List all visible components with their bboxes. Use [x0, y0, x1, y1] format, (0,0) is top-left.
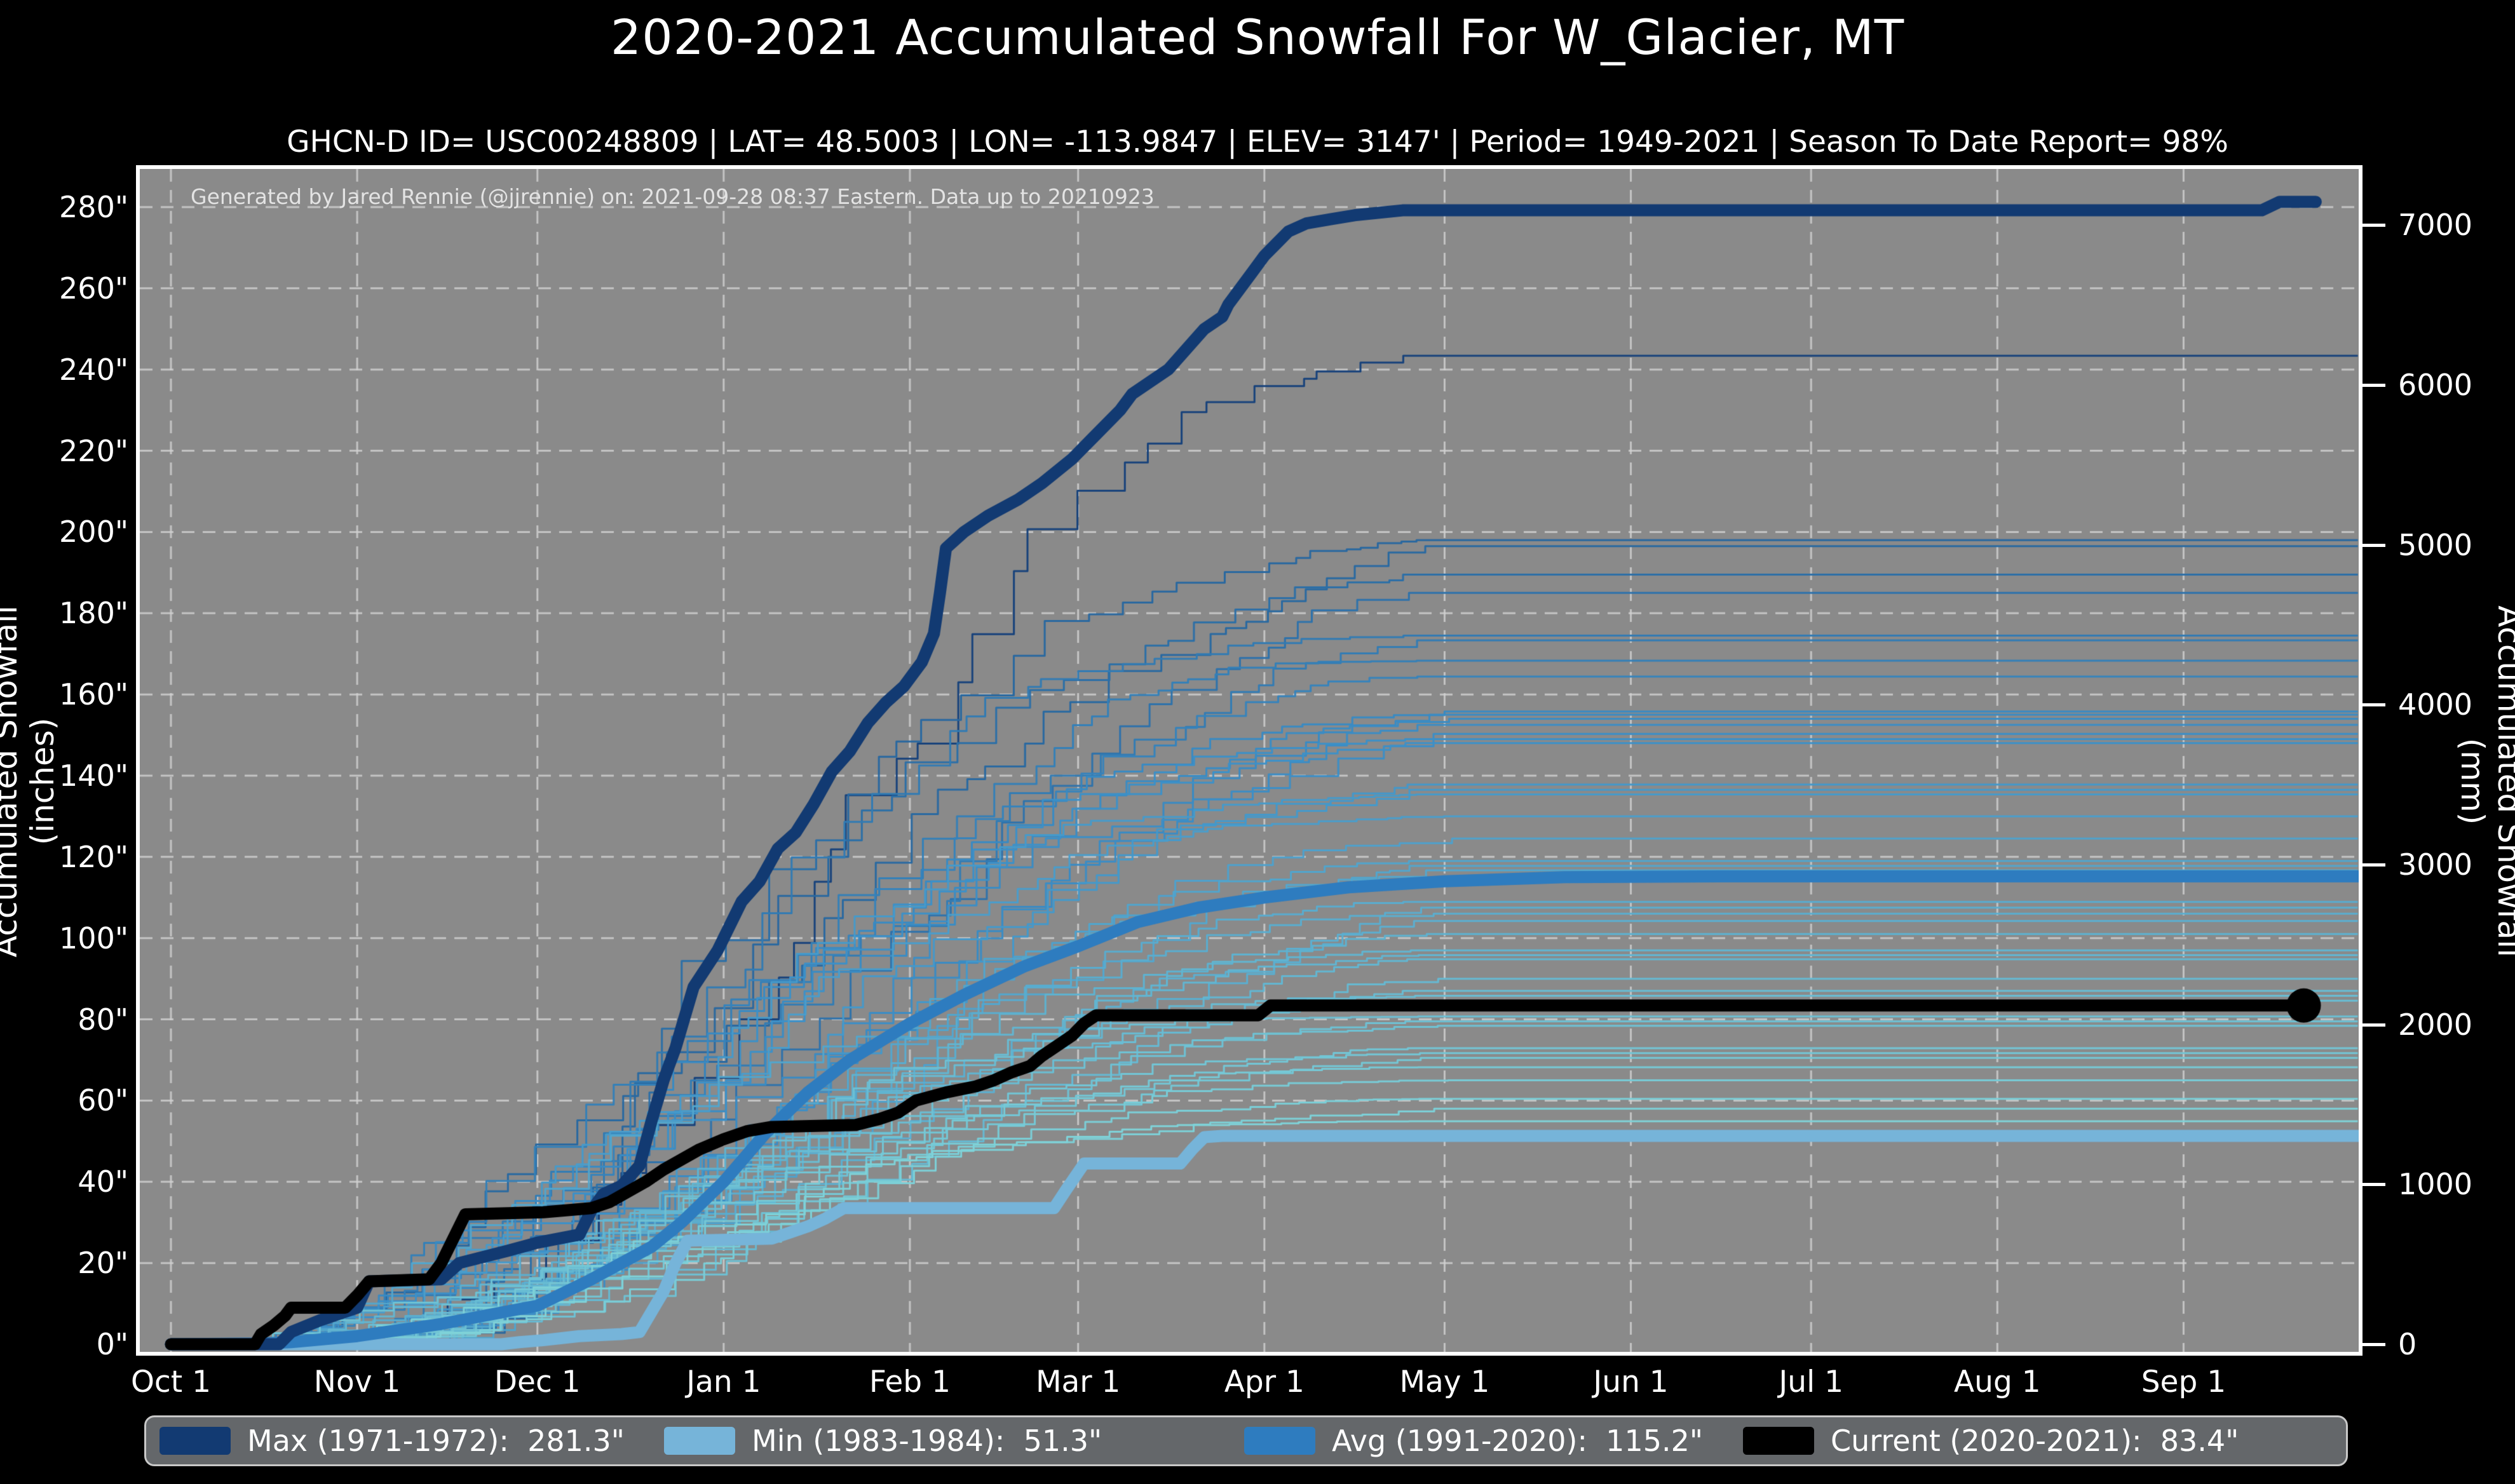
y-tick-label-inches: 80" — [78, 1002, 128, 1037]
y-tick-label-inches: 20" — [78, 1246, 128, 1281]
y-tick-label-mm: 3000 — [2398, 847, 2473, 882]
x-tick-label-month: Jul 1 — [1779, 1365, 1843, 1400]
x-tick-label-month: Oct 1 — [130, 1365, 212, 1400]
y-tick-label-inches: 280" — [59, 189, 128, 224]
y-tick-label-inches: 120" — [59, 839, 128, 874]
page-title: 2020-2021 Accumulated Snowfall For W_Gla… — [610, 9, 1905, 65]
legend-line-swatch — [664, 1427, 735, 1455]
y-tick-label-inches: 60" — [78, 1083, 128, 1118]
y-tick-label-inches: 0" — [96, 1327, 128, 1361]
legend-item: Min (1983-1984): 51.3" — [664, 1417, 1102, 1464]
legend-label: Max (1971-1972): 281.3" — [247, 1424, 625, 1458]
y-tick-label-inches: 40" — [78, 1164, 128, 1199]
y-tick-label-inches: 180" — [59, 596, 128, 631]
x-tick-label-month: Mar 1 — [1035, 1365, 1121, 1400]
y-tick-label-inches: 220" — [59, 433, 128, 468]
x-tick-label-month: Feb 1 — [869, 1365, 951, 1400]
y-tick-label-inches: 200" — [59, 515, 128, 550]
x-tick-label-month: Dec 1 — [494, 1365, 581, 1400]
x-tick-label-month: Jun 1 — [1593, 1365, 1669, 1400]
legend-line-swatch — [159, 1427, 231, 1455]
y-tick-mark-mm — [2362, 224, 2385, 227]
y-tick-label-inches: 260" — [59, 271, 128, 306]
x-tick-label-month: May 1 — [1399, 1365, 1490, 1400]
y-tick-mark-mm — [2362, 1343, 2385, 1346]
x-tick-label-month: Jan 1 — [686, 1365, 761, 1400]
y-tick-label-mm: 2000 — [2398, 1007, 2473, 1042]
y-tick-label-mm: 0 — [2398, 1327, 2417, 1361]
y-tick-mark-mm — [2362, 1023, 2385, 1027]
y-tick-mark-mm — [2362, 703, 2385, 707]
y-tick-label-inches: 100" — [59, 921, 128, 955]
x-tick-label-month: Sep 1 — [2141, 1365, 2227, 1400]
y-tick-mark-mm — [2362, 1183, 2385, 1187]
legend: Max (1971-1972): 281.3" Min (1983-1984): … — [144, 1415, 2348, 1466]
y-tick-mark-mm — [2362, 543, 2385, 547]
y-tick-label-inches: 160" — [59, 677, 128, 712]
y-tick-label-inches: 240" — [59, 352, 128, 387]
legend-label: Avg (1991-2020): 115.2" — [1332, 1424, 1704, 1458]
left-axis-title: Accumulated Snowfall (inches) — [0, 605, 61, 957]
right-axis-title: Accumulated Snowfall (mm) — [2454, 605, 2515, 957]
y-tick-mark-mm — [2362, 383, 2385, 387]
x-tick-label-month: Nov 1 — [313, 1365, 401, 1400]
plot-area — [136, 165, 2362, 1356]
y-tick-label-mm: 7000 — [2398, 208, 2473, 243]
attribution-text: Generated by Jared Rennie (@jjrennie) on… — [191, 184, 1155, 209]
x-tick-label-month: Apr 1 — [1224, 1365, 1305, 1400]
x-tick-label-month: Aug 1 — [1954, 1365, 2041, 1400]
y-tick-label-mm: 1000 — [2398, 1167, 2473, 1202]
legend-label: Current (2020-2021): 83.4" — [1831, 1424, 2239, 1458]
legend-item: Current (2020-2021): 83.4" — [1743, 1417, 2239, 1464]
y-tick-label-mm: 4000 — [2398, 687, 2473, 722]
y-tick-label-mm: 5000 — [2398, 527, 2473, 562]
legend-item: Avg (1991-2020): 115.2" — [1244, 1417, 1703, 1464]
y-tick-mark-mm — [2362, 863, 2385, 867]
legend-line-swatch — [1244, 1427, 1315, 1455]
legend-label: Min (1983-1984): 51.3" — [752, 1424, 1102, 1458]
legend-line-swatch — [1743, 1427, 1814, 1455]
legend-item: Max (1971-1972): 281.3" — [159, 1417, 625, 1464]
y-tick-label-mm: 6000 — [2398, 367, 2473, 402]
plot-canvas — [140, 169, 2359, 1352]
station-metadata-subtitle: GHCN-D ID= USC00248809 | LAT= 48.5003 | … — [287, 125, 2228, 159]
y-tick-label-inches: 140" — [59, 758, 128, 793]
